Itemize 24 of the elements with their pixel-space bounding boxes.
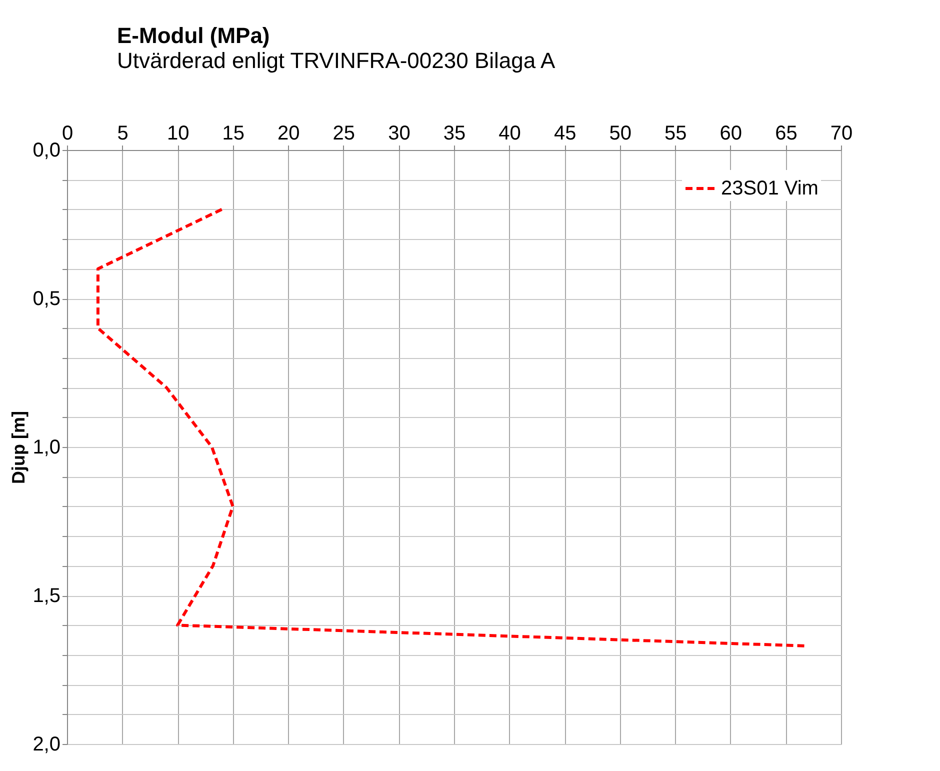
x-tick-label: 10	[166, 122, 190, 144]
x-tick-label: 60	[720, 122, 742, 144]
y-tick-label: 0,5	[32, 288, 60, 310]
y-tick-label: 1,0	[32, 436, 60, 458]
x-tick-label: 35	[443, 122, 466, 144]
x-tick-label: 25	[332, 122, 356, 144]
x-tick-label: 55	[664, 122, 687, 144]
x-tick-label: 70	[830, 122, 853, 144]
x-tick-label: 50	[609, 122, 632, 144]
x-tick-label: 15	[222, 122, 244, 144]
x-tick-label: 65	[775, 122, 798, 144]
y-tick-label: 1,5	[32, 585, 60, 607]
y-tick-label: 0,0	[32, 140, 60, 162]
x-tick-label: 40	[498, 122, 521, 144]
legend-label: 23S01 Vim	[721, 178, 818, 200]
x-tick-label: 45	[554, 122, 576, 144]
chart-subtitle: Utvärderad enligt TRVINFRA-00230 Bilaga A	[117, 48, 556, 73]
x-tick-label: 30	[388, 122, 410, 144]
x-tick-label: 20	[278, 122, 300, 144]
x-tick-label: 5	[117, 122, 128, 144]
y-tick-label: 2,0	[32, 734, 60, 756]
x-tick-label: 0	[62, 122, 74, 144]
y-axis-title: Djup [m]	[8, 411, 29, 484]
chart-title: E-Modul (MPa)	[117, 23, 270, 48]
